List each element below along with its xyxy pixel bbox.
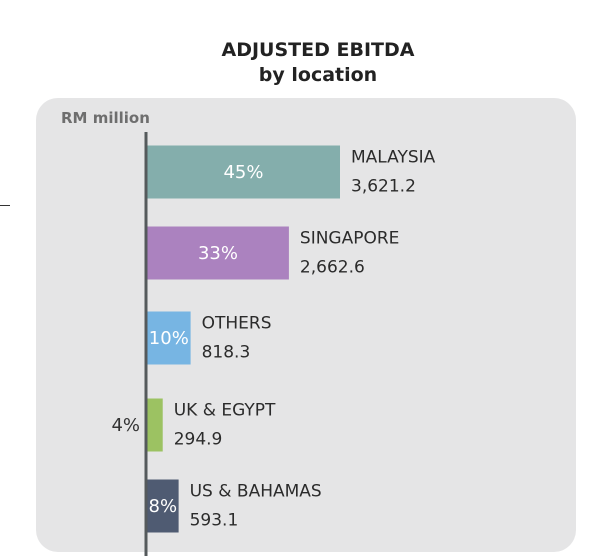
chart-subtitle: by location bbox=[258, 64, 378, 86]
bar-value-malaysia: 3,621.2 bbox=[351, 177, 416, 197]
stray-tick-mark bbox=[0, 205, 10, 206]
bar-others bbox=[147, 311, 191, 365]
bar-category-uk-and-egypt: UK & EGYPT bbox=[174, 401, 276, 421]
bar-singapore bbox=[147, 226, 289, 280]
bar-category-others: OTHERS bbox=[202, 314, 272, 334]
bar-malaysia bbox=[147, 145, 340, 199]
bar-category-malaysia: MALAYSIA bbox=[351, 148, 436, 168]
bar-value-singapore: 2,662.6 bbox=[300, 258, 365, 278]
chart-title: ADJUSTED EBITDA bbox=[221, 39, 415, 61]
bar-us-and-bahamas bbox=[147, 479, 179, 533]
bar-percent-uk-and-egypt: 4% bbox=[111, 415, 140, 436]
bar-category-singapore: SINGAPORE bbox=[300, 229, 400, 249]
bar-category-us-and-bahamas: US & BAHAMAS bbox=[190, 482, 322, 502]
bar-uk-and-egypt bbox=[147, 398, 163, 452]
bar-percent-malaysia: 45% bbox=[223, 162, 263, 183]
bar-percent-singapore: 33% bbox=[198, 243, 238, 264]
bar-value-uk-and-egypt: 294.9 bbox=[174, 430, 223, 450]
bar-value-us-and-bahamas: 593.1 bbox=[190, 511, 239, 531]
bar-percent-us-and-bahamas: 8% bbox=[149, 496, 178, 517]
unit-label: RM million bbox=[61, 109, 150, 127]
bar-value-others: 818.3 bbox=[202, 343, 251, 363]
bars-group: 45% MALAYSIA 3,621.2 33% SINGAPORE 2,662.6 10%… bbox=[111, 145, 436, 533]
bar-percent-others: 10% bbox=[149, 328, 189, 349]
